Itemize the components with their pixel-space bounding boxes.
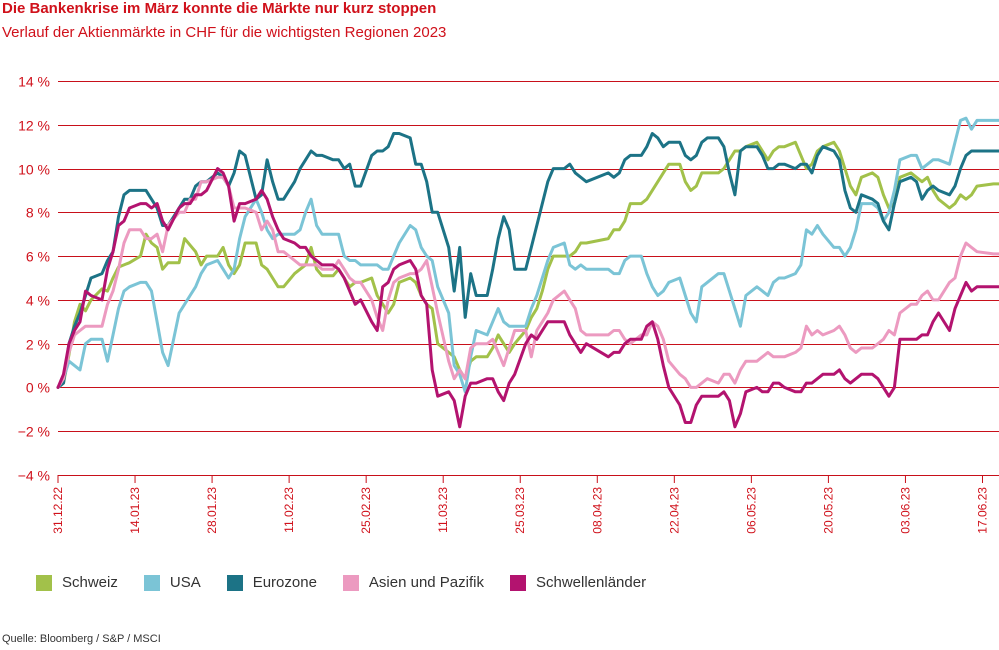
- chart-title: Die Bankenkrise im März konnte die Märkt…: [2, 0, 437, 17]
- y-tick-label: 12 %: [18, 118, 50, 134]
- y-tick-label: 8 %: [26, 205, 50, 221]
- x-tick-label: 14.01.23: [128, 487, 142, 534]
- legend-item-schwellenländer: Schwellenländer: [510, 574, 646, 591]
- source-note: Quelle: Bloomberg / S&P / MSCI: [2, 633, 161, 645]
- x-tick-label: 06.05.23: [744, 487, 758, 534]
- chart-subtitle: Verlauf der Aktienmärkte in CHF für die …: [2, 24, 447, 41]
- legend-swatch: [226, 574, 243, 591]
- series-line-schwellenländer: [56, 167, 999, 429]
- x-tick-label: 25.03.23: [513, 487, 527, 534]
- y-tick-label: 4 %: [26, 293, 50, 309]
- legend-swatch: [510, 574, 526, 591]
- y-tick-label: 6 %: [26, 249, 50, 265]
- x-tick-label: 20.05.23: [821, 487, 835, 534]
- x-tick-label: 25.02.23: [359, 487, 373, 534]
- y-axis-ticks: −4 % −2 % 0 % 2 % 4 % 6 % 8 % 10 % 12 % 14 %: [18, 74, 50, 484]
- x-tick-label: 31.12.22: [51, 487, 65, 534]
- chart-legend: Schweiz USA Eurozone Asien und Pazifik Schwe…: [36, 574, 672, 591]
- x-tick-label: 11.03.23: [436, 487, 450, 533]
- legend-item-eurozone: Eurozone: [226, 574, 317, 591]
- x-tick-label: 08.04.23: [590, 487, 604, 534]
- legend-swatch: [36, 574, 52, 591]
- y-tick-label: 0 %: [26, 380, 50, 396]
- y-tick-label: −4 %: [18, 468, 50, 484]
- series-line-asien-und-pazifik: [56, 175, 999, 389]
- legend-item-usa: USA: [143, 574, 201, 591]
- x-axis-ticks: 31.12.22 14.01.23 28.01.23 11.02.23 25.02.23…: [51, 475, 989, 534]
- y-tick-label: 10 %: [18, 162, 50, 178]
- x-tick-label: 28.01.23: [205, 487, 219, 534]
- series-lines: [56, 116, 999, 429]
- legend-swatch: [342, 574, 359, 591]
- legend-label: Schweiz: [62, 574, 118, 591]
- legend-label: Eurozone: [252, 574, 317, 591]
- x-tick-label: 11.02.23: [282, 487, 296, 533]
- series-line-usa: [56, 116, 999, 394]
- series-line-schweiz: [56, 140, 999, 389]
- legend-item-schweiz: Schweiz: [36, 574, 118, 591]
- legend-label: USA: [169, 574, 201, 591]
- x-tick-label: 22.04.23: [667, 487, 681, 534]
- y-tick-label: −2 %: [18, 424, 50, 440]
- legend-swatch: [143, 574, 160, 591]
- y-tick-label: 2 %: [26, 337, 50, 353]
- legend-item-asien-und-pazifik: Asien und Pazifik: [342, 574, 484, 591]
- x-tick-label: 17.06.23: [975, 487, 989, 534]
- y-tick-label: 14 %: [18, 74, 50, 90]
- legend-label: Asien und Pazifik: [368, 574, 484, 591]
- legend-label: Schwellenländer: [536, 574, 647, 591]
- x-tick-label: 03.06.23: [898, 487, 912, 534]
